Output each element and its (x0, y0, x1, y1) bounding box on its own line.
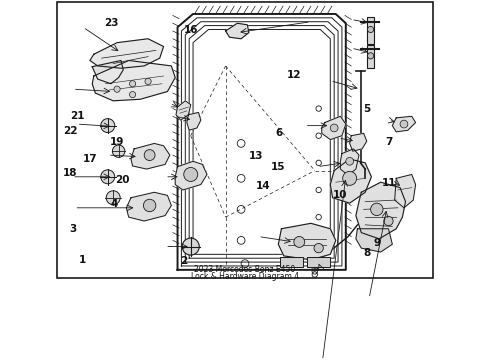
Circle shape (101, 170, 115, 184)
Polygon shape (131, 143, 170, 169)
Polygon shape (92, 60, 175, 101)
Circle shape (144, 199, 156, 212)
Text: 14: 14 (256, 181, 270, 191)
Polygon shape (394, 175, 416, 208)
Bar (307, 257, 330, 267)
Text: 10: 10 (333, 190, 347, 201)
Text: 2023 Mercedes-Benz E450: 2023 Mercedes-Benz E450 (195, 265, 295, 274)
Text: 6: 6 (275, 127, 283, 138)
Text: 7: 7 (386, 138, 393, 147)
Polygon shape (341, 149, 359, 175)
Polygon shape (187, 112, 201, 130)
Text: 11: 11 (381, 178, 396, 188)
Text: 18: 18 (63, 168, 77, 178)
Polygon shape (175, 161, 207, 190)
Text: 1: 1 (79, 255, 86, 265)
Text: 22: 22 (63, 126, 77, 136)
Polygon shape (225, 23, 249, 39)
Polygon shape (392, 116, 416, 132)
Circle shape (112, 145, 125, 157)
Polygon shape (126, 192, 172, 221)
Text: 5: 5 (363, 104, 370, 114)
Circle shape (343, 171, 357, 185)
Polygon shape (90, 39, 164, 68)
Bar (280, 257, 303, 267)
Text: 3: 3 (70, 224, 77, 234)
Circle shape (144, 150, 155, 161)
Circle shape (184, 167, 197, 181)
Polygon shape (278, 223, 336, 260)
Text: Lock & Hardware Diagram 4: Lock & Hardware Diagram 4 (191, 271, 299, 280)
Text: 20: 20 (116, 175, 130, 185)
Polygon shape (330, 159, 371, 203)
Circle shape (101, 119, 115, 132)
Circle shape (400, 120, 408, 128)
Circle shape (294, 237, 305, 247)
Circle shape (346, 157, 354, 165)
Circle shape (114, 86, 120, 92)
Polygon shape (356, 182, 406, 239)
Circle shape (145, 78, 151, 85)
Circle shape (182, 238, 199, 255)
Polygon shape (356, 229, 392, 252)
Text: 4: 4 (110, 199, 118, 209)
Polygon shape (350, 133, 367, 151)
Circle shape (129, 81, 136, 87)
Polygon shape (322, 116, 346, 140)
Text: 2: 2 (181, 256, 188, 266)
Text: 15: 15 (271, 162, 286, 172)
Circle shape (384, 216, 393, 226)
Circle shape (129, 91, 136, 98)
Text: 17: 17 (83, 154, 98, 163)
Circle shape (370, 203, 383, 216)
Circle shape (330, 124, 338, 132)
Polygon shape (92, 60, 123, 84)
Circle shape (106, 191, 120, 205)
Text: 9: 9 (374, 238, 381, 248)
Circle shape (368, 26, 374, 32)
Text: 16: 16 (184, 25, 198, 35)
Polygon shape (176, 101, 191, 120)
Text: 13: 13 (248, 151, 263, 161)
Bar (367, 17, 374, 44)
Circle shape (368, 53, 374, 59)
Circle shape (314, 243, 323, 253)
Text: 8: 8 (363, 248, 370, 258)
Bar (367, 45, 374, 68)
Text: 19: 19 (109, 138, 124, 147)
Text: 12: 12 (286, 70, 301, 80)
Text: 23: 23 (104, 18, 119, 28)
Text: 21: 21 (70, 111, 84, 121)
